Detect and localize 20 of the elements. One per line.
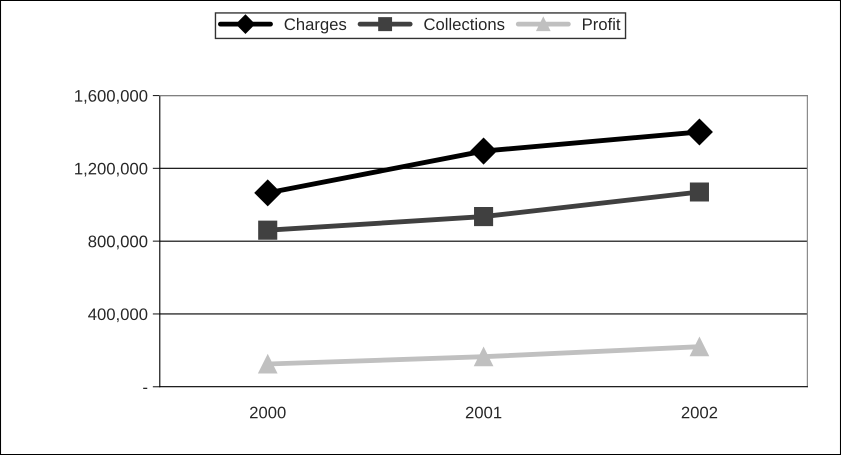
point <box>470 138 497 164</box>
point <box>258 354 278 374</box>
legend-label: Charges <box>284 18 346 34</box>
point <box>690 337 709 356</box>
x-tick-label: 2001 <box>466 406 502 418</box>
y-tick-label: 1,600,000 <box>75 90 148 104</box>
legend-label: Profit <box>583 18 620 30</box>
y-tick-label: 800,000 <box>88 236 148 250</box>
point <box>254 180 282 206</box>
point <box>474 207 494 226</box>
x-tick-label: 2000 <box>250 406 286 418</box>
y-tick-label: - <box>143 388 148 390</box>
y-tick-label: 1,200,000 <box>75 162 148 177</box>
y-tick-label: 400,000 <box>88 308 148 322</box>
point <box>258 220 278 240</box>
point <box>474 347 494 366</box>
point <box>686 118 713 146</box>
point <box>690 182 709 202</box>
legend-label: Collections <box>424 18 504 30</box>
x-tick-label: 2002 <box>682 406 718 418</box>
